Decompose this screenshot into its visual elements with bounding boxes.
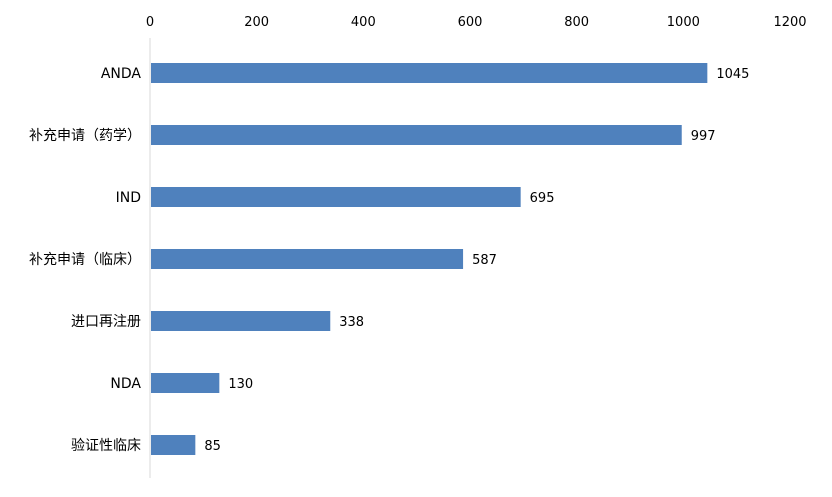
y-category-label: 验证性临床 [71, 438, 141, 454]
x-tick-label: 0 [146, 15, 154, 30]
x-tick-label: 200 [244, 15, 269, 30]
bar-category-2 [151, 187, 521, 207]
y-category-label: ANDA [101, 66, 142, 82]
bar-category-0 [151, 63, 708, 83]
y-category-label: 补充申请（临床） [29, 252, 141, 268]
bar-category-5 [151, 373, 220, 393]
data-label: 997 [691, 129, 716, 144]
bar-category-3 [151, 249, 464, 269]
x-tick-label: 1200 [773, 15, 806, 30]
data-label: 695 [530, 191, 555, 206]
bar-category-1 [151, 125, 682, 145]
labels-layer: ANDA 1045 补充申请（药学） 997 IND 695 补充申请（临床） 587 进口再注… [29, 66, 749, 454]
x-tick-label: 800 [564, 15, 589, 30]
y-category-label: IND [116, 190, 141, 206]
x-tick-label: 1000 [667, 15, 700, 30]
bars-layer [151, 63, 708, 455]
axis-layer: 0 200 400 600 800 1000 1200 [146, 15, 807, 478]
data-label: 85 [204, 439, 221, 454]
data-label: 338 [339, 315, 364, 330]
bar-category-6 [151, 435, 196, 455]
data-label: 587 [472, 253, 497, 268]
x-tick-label: 600 [458, 15, 483, 30]
y-category-label: 进口再注册 [71, 314, 141, 330]
bar-category-4 [151, 311, 331, 331]
y-category-label: NDA [110, 376, 141, 392]
data-label: 1045 [716, 67, 749, 82]
y-category-label: 补充申请（药学） [29, 128, 141, 144]
x-tick-label: 400 [351, 15, 376, 30]
data-label: 130 [228, 377, 253, 392]
